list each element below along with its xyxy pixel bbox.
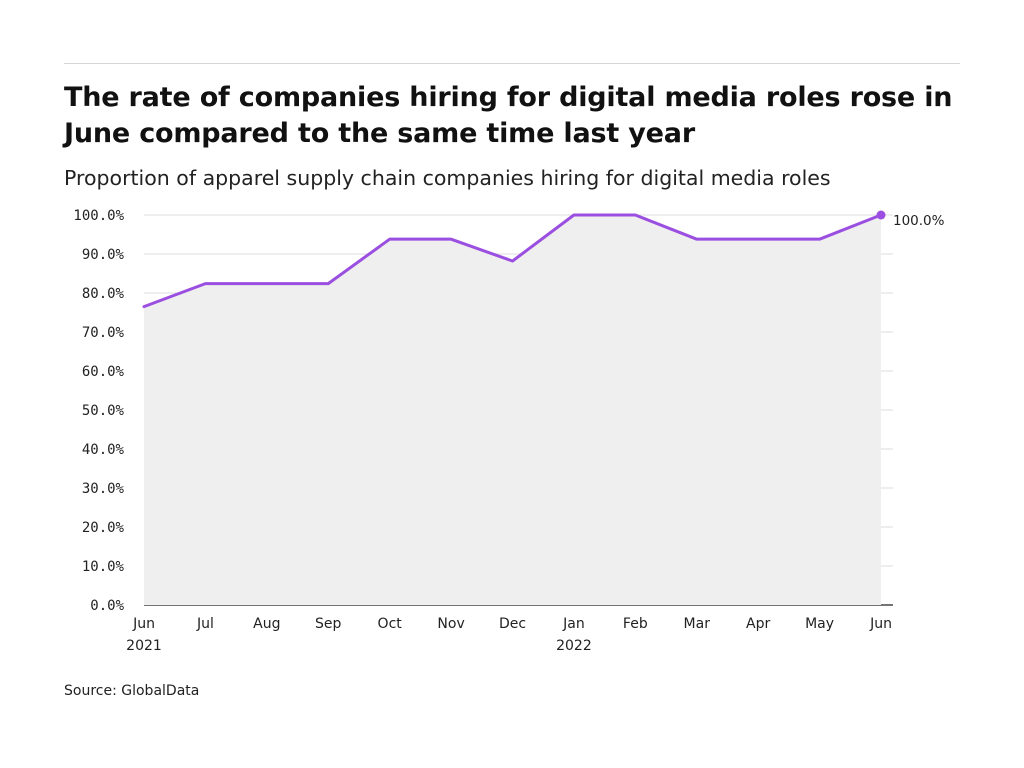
- x-tick-label: Jul: [196, 616, 214, 632]
- y-tick-label: 50.0%: [82, 403, 125, 419]
- y-tick-label: 20.0%: [82, 520, 125, 536]
- x-tick-label: Aug: [253, 616, 280, 632]
- top-divider: [64, 63, 960, 64]
- source-note: Source: GlobalData: [64, 683, 200, 699]
- end-value-label: 100.0%: [893, 213, 945, 229]
- end-point-marker: [876, 210, 886, 220]
- series-line-layer: [142, 210, 886, 309]
- series-line: [142, 213, 883, 309]
- data-labels: 100.0%: [893, 213, 945, 229]
- x-tick-label: Dec: [499, 616, 526, 632]
- y-axis-ticks: 0.0% 10.0% 20.0% 30.0% 40.0% 50.0% 60.0% 70.0% 8…: [73, 208, 124, 614]
- x-tick-label: Apr: [746, 616, 770, 632]
- area-fill-layer: [144, 215, 881, 605]
- x-tick-label: Jun: [132, 616, 155, 632]
- x-tick-label: May: [805, 616, 834, 632]
- x-tick-label: Jan: [562, 616, 585, 632]
- y-tick-label: 40.0%: [82, 442, 125, 458]
- x-axis-ticks: Jun 2021 Jul Aug Sep Oct Nov Dec Jan 2022 Feb Mar Ap…: [126, 616, 892, 654]
- y-tick-label: 80.0%: [82, 286, 125, 302]
- y-tick-label: 30.0%: [82, 481, 125, 497]
- x-tick-label: Mar: [684, 616, 711, 632]
- y-tick-label: 10.0%: [82, 559, 125, 575]
- x-tick-label: Oct: [378, 616, 403, 632]
- x-tick-label: Sep: [315, 616, 342, 632]
- x-tick-year-label: 2022: [556, 638, 592, 654]
- y-tick-label: 90.0%: [82, 247, 125, 263]
- x-tick-label: Nov: [437, 616, 464, 632]
- y-tick-label: 100.0%: [73, 208, 124, 224]
- y-tick-label: 60.0%: [82, 364, 125, 380]
- chart-subtitle: Proportion of apparel supply chain compa…: [64, 166, 831, 190]
- chart-title: The rate of companies hiring for digital…: [64, 82, 953, 149]
- x-tick-year-label: 2021: [126, 638, 162, 654]
- y-tick-label: 70.0%: [82, 325, 125, 341]
- x-tick-label: Feb: [623, 616, 648, 632]
- y-tick-label: 0.0%: [90, 598, 124, 614]
- area-fill: [144, 215, 881, 605]
- x-tick-label: Jun: [869, 616, 892, 632]
